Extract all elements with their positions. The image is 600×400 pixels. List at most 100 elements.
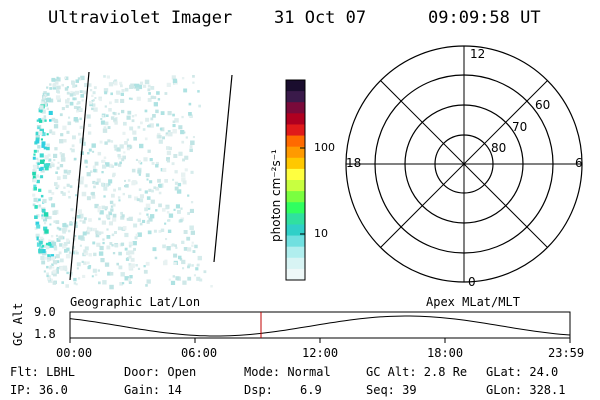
emission-pixel — [100, 258, 105, 263]
emission-pixel — [164, 222, 167, 225]
emission-pixel — [114, 99, 119, 103]
emission-pixel — [75, 79, 79, 83]
emission-pixel — [190, 140, 195, 145]
emission-pixel — [155, 161, 159, 166]
emission-pixel — [121, 109, 125, 114]
emission-pixel — [35, 139, 40, 144]
emission-pixel — [66, 91, 70, 95]
emission-pixel — [62, 174, 68, 180]
emission-pixel — [91, 191, 95, 196]
emission-pixel — [57, 85, 61, 90]
emission-pixel — [101, 171, 104, 174]
emission-pixel — [139, 198, 144, 203]
emission-pixel — [58, 227, 62, 231]
emission-pixel — [117, 226, 122, 231]
emission-pixel — [91, 194, 96, 199]
emission-pixel — [149, 158, 153, 162]
emission-pixel — [174, 118, 179, 123]
emission-pixel — [191, 244, 194, 247]
emission-pixel — [164, 259, 168, 263]
emission-pixel — [97, 269, 100, 272]
emission-pixel — [146, 213, 149, 216]
emission-pixel — [71, 251, 75, 255]
emission-pixel — [119, 161, 122, 165]
emission-pixel — [120, 84, 123, 88]
emission-pixel — [109, 101, 112, 105]
emission-pixel — [75, 283, 78, 286]
emission-pixel — [101, 205, 106, 210]
emission-pixel — [120, 242, 125, 246]
emission-pixel — [100, 118, 103, 120]
emission-pixel — [41, 109, 46, 114]
emission-pixel — [144, 79, 150, 85]
emission-pixel — [90, 192, 94, 195]
emission-pixel — [58, 251, 62, 255]
emission-pixel — [77, 277, 81, 280]
emission-pixel — [178, 255, 182, 260]
emission-pixel — [83, 249, 87, 253]
emission-pixel — [83, 217, 87, 221]
emission-pixel — [48, 242, 52, 246]
y-tick-bottom: 1.8 — [34, 327, 56, 341]
emission-pixel — [56, 260, 60, 264]
emission-pixel — [56, 266, 60, 270]
emission-pixel — [139, 222, 143, 226]
emission-pixel — [73, 117, 78, 122]
emission-pixel — [51, 161, 54, 165]
emission-pixel — [76, 267, 79, 270]
emission-pixel — [56, 77, 61, 82]
emission-pixel — [130, 250, 135, 255]
emission-pixel — [96, 178, 101, 183]
emission-pixel — [165, 206, 169, 210]
emission-pixel — [56, 89, 60, 93]
emission-pixel — [122, 226, 127, 230]
emission-pixel — [148, 124, 151, 128]
emission-pixel — [61, 107, 65, 111]
emission-pixel — [48, 216, 52, 220]
emission-pixel — [43, 226, 48, 231]
emission-pixel — [86, 230, 90, 235]
color-bar-segment — [286, 235, 305, 248]
emission-pixel — [73, 277, 77, 282]
emission-pixel — [84, 184, 88, 188]
emission-pixel — [120, 215, 125, 220]
emission-pixel — [88, 131, 92, 135]
emission-pixel — [69, 93, 74, 97]
emission-pixel — [59, 152, 63, 155]
emission-pixel — [176, 189, 182, 194]
emission-pixel — [179, 219, 183, 223]
emission-pixel — [172, 129, 177, 134]
emission-pixel — [49, 223, 52, 226]
emission-pixel — [111, 165, 114, 168]
ip-info: IP: 36.0 — [10, 383, 68, 397]
emission-pixel — [105, 183, 109, 187]
emission-pixel — [76, 214, 81, 219]
emission-pixel — [153, 186, 156, 189]
emission-pixel — [82, 231, 87, 236]
emission-pixel — [160, 127, 165, 132]
emission-pixel — [155, 164, 159, 168]
emission-pixel — [128, 194, 132, 199]
emission-pixel — [66, 86, 69, 89]
emission-pixel — [106, 228, 109, 231]
emission-pixel — [43, 222, 47, 225]
emission-pixel — [72, 84, 76, 88]
emission-pixel — [65, 254, 71, 259]
emission-pixel — [168, 278, 171, 281]
terminator-line-left — [69, 71, 90, 281]
emission-pixel — [181, 177, 186, 182]
emission-pixel — [35, 174, 39, 178]
emission-pixel — [189, 225, 194, 230]
lat-label-80: 80 — [491, 141, 507, 155]
emission-pixel — [150, 117, 154, 121]
emission-pixel — [114, 121, 118, 125]
emission-pixel — [98, 217, 101, 221]
emission-pixel — [111, 244, 114, 247]
emission-pixel — [32, 193, 36, 197]
emission-pixel — [42, 97, 45, 101]
emission-pixel — [111, 233, 115, 237]
emission-pixel — [54, 182, 58, 186]
emission-pixel — [98, 251, 104, 256]
emission-pixel — [162, 167, 167, 172]
emission-pixel — [136, 198, 140, 202]
